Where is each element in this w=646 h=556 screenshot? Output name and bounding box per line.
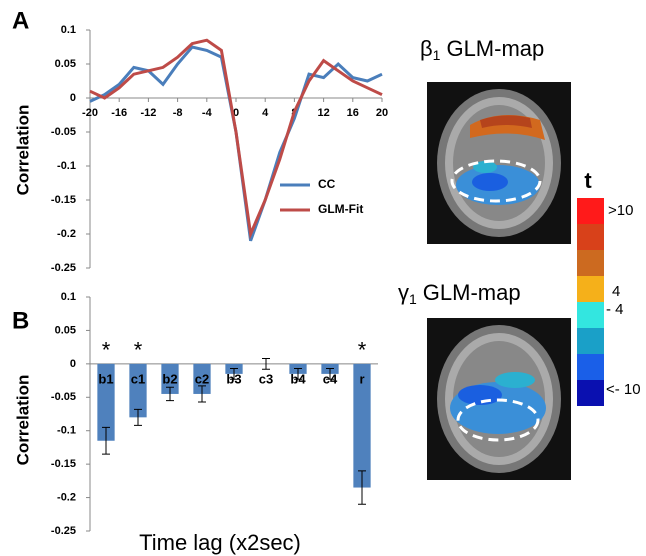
x-tick-label: c3 — [259, 371, 273, 386]
x-tick-label: c1 — [131, 371, 145, 386]
x-tick-label: -20 — [82, 107, 98, 119]
colorbar-label: t — [584, 168, 592, 193]
significance-marker: * — [102, 338, 111, 363]
x-tick-label: -4 — [202, 107, 213, 119]
x-axis-label: Time lag (x2sec) — [139, 530, 301, 555]
legend-label: CC — [318, 177, 336, 191]
y-axis-label: Correlation — [13, 105, 32, 196]
x-tick-label: 12 — [317, 107, 329, 119]
map-title: γ1 GLM-map — [398, 280, 521, 307]
y-tick-label: -0.2 — [57, 491, 76, 503]
colorbar-tick-label: - 4 — [606, 301, 624, 318]
y-tick-label: -0.15 — [51, 458, 76, 470]
map-subscript: 1 — [433, 47, 441, 63]
figure: t >10 4 - 4 <- 10 β1GLM-map γ1GLM-map AC… — [0, 0, 646, 556]
y-tick-label: -0.25 — [51, 262, 76, 274]
y-tick-label: 0 — [70, 92, 76, 104]
x-tick-label: 4 — [262, 107, 269, 119]
significance-marker: * — [134, 338, 143, 363]
map-subscript: 1 — [409, 291, 417, 307]
panel-label: B — [12, 307, 29, 334]
x-tick-label: -12 — [140, 107, 156, 119]
y-tick-label: 0.1 — [61, 24, 76, 36]
x-tick-label: b2 — [162, 371, 177, 386]
x-tick-label: -16 — [111, 107, 127, 119]
y-tick-label: -0.05 — [51, 126, 76, 138]
y-tick-label: -0.1 — [57, 160, 76, 172]
brain-map-image — [427, 318, 571, 480]
y-axis-label: Correlation — [13, 375, 32, 466]
x-tick-label: c2 — [195, 371, 209, 386]
colorbar-tick-label: 4 — [612, 283, 620, 300]
y-tick-label: 0 — [70, 358, 76, 370]
x-tick-label: 20 — [376, 107, 388, 119]
colorbar-tick-label: <- 10 — [606, 381, 641, 398]
x-tick-label: b1 — [98, 371, 113, 386]
y-tick-label: 0.05 — [55, 58, 76, 70]
map-title: β1 GLM-map — [420, 36, 544, 63]
y-tick-label: 0.05 — [55, 324, 76, 336]
map-title-text: GLM-map — [446, 36, 544, 61]
y-tick-label: -0.15 — [51, 194, 76, 206]
legend-label: GLM-Fit — [318, 202, 363, 216]
x-tick-label: b3 — [226, 371, 241, 386]
colorbar-tick-label: >10 — [608, 202, 633, 219]
y-tick-label: 0.1 — [61, 291, 76, 303]
significance-marker: * — [358, 338, 367, 363]
colorbar — [577, 198, 604, 406]
x-tick-label: b4 — [290, 371, 306, 386]
x-tick-label: 16 — [347, 107, 359, 119]
map-symbol: β — [420, 36, 433, 61]
x-tick-label: -8 — [173, 107, 183, 119]
panel-label: A — [12, 7, 29, 34]
y-tick-label: -0.25 — [51, 525, 76, 537]
x-tick-label: c4 — [323, 371, 338, 386]
y-tick-label: -0.2 — [57, 228, 76, 240]
y-tick-label: -0.05 — [51, 391, 76, 403]
map-symbol: γ — [398, 280, 409, 305]
brain-map-image — [427, 82, 571, 244]
map-title-text: GLM-map — [423, 280, 521, 305]
x-tick-label: r — [359, 371, 364, 386]
y-tick-label: -0.1 — [57, 425, 76, 437]
